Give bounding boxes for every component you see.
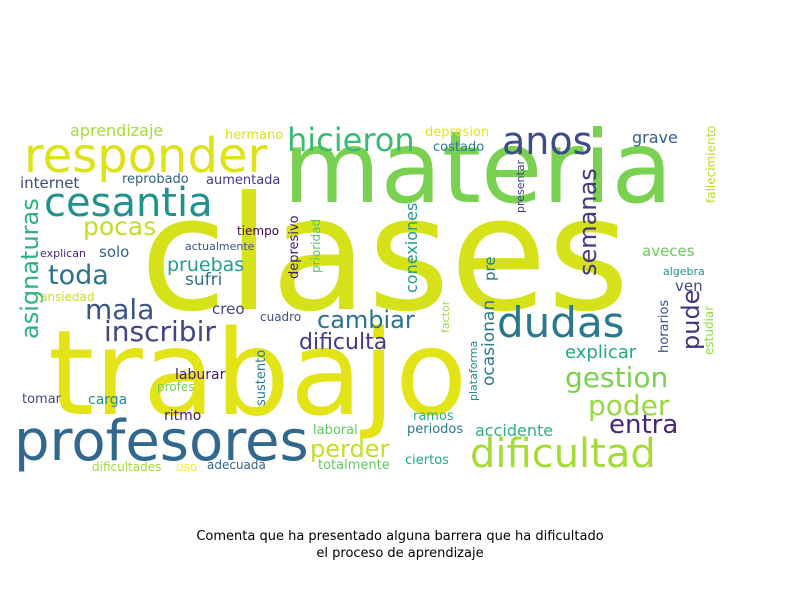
- cloud-word: factor: [439, 300, 452, 333]
- cloud-word: adecuada: [207, 458, 266, 472]
- cloud-word: algebra: [663, 265, 705, 278]
- cloud-word: conexiones: [402, 202, 421, 293]
- cloud-word: ritmo: [164, 408, 202, 424]
- cloud-word: ven: [675, 277, 703, 295]
- cloud-word: pre: [481, 256, 499, 281]
- caption-line-1: Comenta que ha presentado alguna barrera…: [196, 529, 604, 544]
- cloud-word: creo: [212, 300, 245, 318]
- cloud-word: laburar: [175, 367, 226, 383]
- cloud-word: entra: [609, 410, 679, 440]
- cloud-word: presentar: [514, 159, 527, 213]
- cloud-word: totalmente: [318, 458, 390, 473]
- cloud-word: cesantia: [44, 180, 213, 226]
- cloud-word: explicar: [565, 342, 637, 363]
- cloud-word: accidente: [475, 421, 554, 440]
- cloud-word: toda: [48, 260, 109, 291]
- cloud-word: uso: [176, 460, 198, 474]
- cloud-word: ramos: [413, 409, 454, 424]
- cloud-word: fallecimiento: [704, 125, 718, 203]
- cloud-word: hicieron: [287, 121, 415, 159]
- cloud-word: estudiar: [702, 305, 716, 355]
- cloud-word: pude: [677, 289, 705, 350]
- cloud-word: solo: [99, 243, 130, 261]
- cloud-word: carga: [88, 392, 128, 408]
- cloud-word: sufri: [185, 270, 223, 290]
- cloud-word: anos: [502, 119, 593, 163]
- cloud-word: prioridad: [309, 218, 323, 273]
- cloud-word: trabajo: [48, 304, 468, 442]
- cloud-word: poder: [588, 389, 670, 422]
- cloud-word: dificultades: [92, 460, 162, 474]
- cloud-word: gestion: [565, 361, 669, 394]
- cloud-word: laboral: [313, 423, 358, 438]
- cloud-word: pruebas: [167, 254, 245, 276]
- cloud-word: ansiedad: [40, 290, 95, 304]
- cloud-word: aumentada: [206, 173, 281, 188]
- cloud-word: internet: [20, 174, 80, 192]
- cloud-word: profes: [157, 380, 195, 394]
- cloud-word: dificulta: [299, 330, 388, 355]
- cloud-word: profesores: [14, 409, 309, 474]
- cloud-word: periodos: [407, 422, 464, 437]
- cloud-word: perder: [310, 435, 390, 463]
- cloud-word: tomar: [22, 392, 62, 407]
- cloud-word: clases: [140, 163, 630, 347]
- cloud-word: actualmente: [185, 240, 255, 253]
- cloud-word: aveces: [642, 242, 695, 260]
- cloud-word: materia: [283, 109, 673, 226]
- cloud-word: reprobado: [122, 172, 189, 187]
- cloud-word: grave: [632, 128, 678, 147]
- cloud-word: costado: [433, 140, 485, 155]
- cloud-word: ciertos: [405, 453, 449, 468]
- cloud-word: dificultad: [470, 431, 656, 477]
- caption-line-2: el proceso de aprendizaje: [316, 546, 484, 561]
- cloud-word: hermano: [225, 128, 284, 143]
- cloud-word: mala: [85, 293, 155, 326]
- cloud-word: pocas: [83, 212, 157, 241]
- cloud-word: responder: [24, 128, 268, 184]
- cloud-word: ocasionan: [479, 299, 499, 386]
- cloud-word: plataforma: [467, 340, 480, 401]
- cloud-word: cambiar: [317, 306, 415, 334]
- cloud-word: sustento: [254, 349, 269, 406]
- cloud-word: horarios: [657, 299, 672, 353]
- cloud-word: cuadro: [260, 310, 302, 324]
- cloud-word: dudas: [497, 298, 625, 347]
- cloud-word: explican: [40, 247, 86, 260]
- cloud-word: semanas: [574, 168, 602, 276]
- cloud-word: tiempo: [237, 224, 280, 238]
- figure-caption: Comenta que ha presentado alguna barrera…: [0, 528, 800, 562]
- cloud-word: inscribir: [104, 315, 216, 348]
- cloud-word: depresion: [425, 125, 490, 140]
- cloud-word: asignaturas: [16, 198, 44, 339]
- cloud-word: depresivo: [287, 215, 302, 279]
- cloud-word: aprendizaje: [70, 121, 164, 140]
